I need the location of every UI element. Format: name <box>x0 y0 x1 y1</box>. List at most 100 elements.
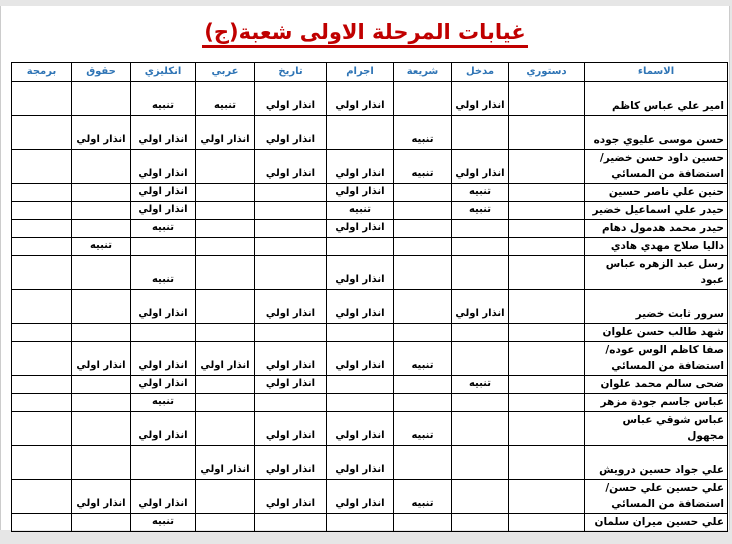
absence-cell <box>508 445 585 480</box>
absence-cell <box>451 445 509 480</box>
absence-cell <box>326 115 394 150</box>
student-name-cell: امير علي عباس كاظم <box>584 81 728 116</box>
absence-cell: انذار اولي <box>130 201 196 220</box>
absence-cell <box>508 341 585 376</box>
absence-cell <box>71 255 131 290</box>
absence-cell: انذار اولي <box>254 411 327 446</box>
absence-cell <box>195 237 255 256</box>
student-name-cell: علي جواد حسين درويش <box>584 445 728 480</box>
absence-cell <box>451 115 509 150</box>
absence-cell <box>11 255 72 290</box>
absence-cell: انذار اولي <box>130 115 196 150</box>
absence-cell <box>508 479 585 514</box>
absence-cell: انذار اولي <box>254 479 327 514</box>
table-row: امير علي عباس كاظم انذار اولي انذار اولي ان… <box>11 81 728 116</box>
table-row: عباس شوقي عباس مجهول تنبيه انذار اولي انذار… <box>11 411 728 446</box>
absence-cell <box>393 513 452 532</box>
absence-cell <box>11 323 72 342</box>
absence-cell: تنبيه <box>130 255 196 290</box>
absence-cell <box>71 81 131 116</box>
absence-cell: انذار اولي <box>326 255 394 290</box>
absence-cell <box>195 201 255 220</box>
absence-cell: انذار اولي <box>254 341 327 376</box>
absence-cell <box>254 323 327 342</box>
absence-cell <box>11 81 72 116</box>
absence-cell <box>11 115 72 150</box>
table-row: حيدر محمد هدمول دهام انذار اولي تنبيه <box>11 219 728 238</box>
student-name-cell: عباس جاسم جودة مزهر <box>584 393 728 412</box>
absence-cell <box>11 237 72 256</box>
absence-cell <box>451 237 509 256</box>
absence-cell: انذار اولي <box>130 341 196 376</box>
absence-cell <box>71 183 131 202</box>
absence-cell <box>254 255 327 290</box>
absence-cell <box>393 255 452 290</box>
absence-cell <box>451 323 509 342</box>
absence-cell <box>71 323 131 342</box>
student-name-cell: حيدر محمد هدمول دهام <box>584 219 728 238</box>
absence-cell <box>71 201 131 220</box>
absence-cell <box>393 81 452 116</box>
absence-cell <box>195 289 255 324</box>
absence-cell <box>254 183 327 202</box>
absence-cell: انذار اولي <box>326 445 394 480</box>
table-row: حيدر علي اسماعيل خضير تنبيه تنبيه انذار اول… <box>11 201 728 220</box>
absence-cell <box>393 183 452 202</box>
absence-cell <box>508 393 585 412</box>
absence-cell <box>393 237 452 256</box>
absence-cell: تنبيه <box>130 513 196 532</box>
absence-cell <box>254 237 327 256</box>
absence-cell: انذار اولي <box>451 149 509 184</box>
student-name-cell: شهد طالب حسن علوان <box>584 323 728 342</box>
table-row: صفا كاظم الوس عوده/ استضافة من المسائي تن… <box>11 341 728 376</box>
absence-cell <box>11 149 72 184</box>
absence-cell <box>254 513 327 532</box>
absence-cell: انذار اولي <box>254 115 327 150</box>
absence-cell <box>195 393 255 412</box>
absence-cell <box>508 219 585 238</box>
absence-cell <box>451 513 509 532</box>
absence-cell: تنبيه <box>393 149 452 184</box>
table-row: سرور ثابت خضير انذار اولي انذار اولي انذار … <box>11 289 728 324</box>
table-row: رسل عبد الزهره عباس عبود انذار اولي تنبيه <box>11 255 728 290</box>
absence-cell <box>508 255 585 290</box>
absence-cell <box>508 289 585 324</box>
absence-cell <box>130 445 196 480</box>
title-text: غيابات المرحلة الاولى شعبة(ج) <box>202 20 528 48</box>
column-header: عربي <box>195 62 255 82</box>
absence-cell <box>254 393 327 412</box>
table-row: شهد طالب حسن علوان <box>11 323 728 342</box>
student-name-cell: حسن موسى عليوي جوده <box>584 115 728 150</box>
absence-cell <box>326 237 394 256</box>
absence-cell: انذار اولي <box>195 341 255 376</box>
absence-cell <box>11 341 72 376</box>
absence-cell: انذار اولي <box>326 81 394 116</box>
absence-cell: تنبيه <box>393 115 452 150</box>
student-name-cell: علي حسين ميران سلمان <box>584 513 728 532</box>
absence-cell <box>508 115 585 150</box>
column-header: الاسماء <box>584 62 728 82</box>
absence-cell <box>71 393 131 412</box>
absence-cell: تنبيه <box>71 237 131 256</box>
absence-cell <box>451 479 509 514</box>
absence-cell <box>451 219 509 238</box>
absence-cell: انذار اولي <box>326 479 394 514</box>
absence-cell: انذار اولي <box>254 149 327 184</box>
absence-cell: انذار اولي <box>130 289 196 324</box>
absence-cell: تنبيه <box>451 201 509 220</box>
absence-cell: تنبيه <box>326 201 394 220</box>
absence-cell: انذار اولي <box>195 115 255 150</box>
absence-cell <box>11 183 72 202</box>
absence-cell <box>326 323 394 342</box>
absence-cell <box>508 323 585 342</box>
absence-table: الاسماء دستوري مدخل شريعة اجرام تاريخ عربي انكل… <box>11 62 728 532</box>
absence-cell: انذار اولي <box>326 341 394 376</box>
absence-cell <box>451 411 509 446</box>
absence-cell <box>508 81 585 116</box>
absence-cell: انذار اولي <box>195 445 255 480</box>
table-row: حسين داود حسن خضير/ استضافة من المسائي ان… <box>11 149 728 184</box>
column-header: دستوري <box>508 62 585 82</box>
absence-cell: تنبيه <box>393 341 452 376</box>
absence-cell <box>393 323 452 342</box>
student-name-cell: علي حسين علي حسن/ استضافة من المسائي <box>584 479 728 514</box>
